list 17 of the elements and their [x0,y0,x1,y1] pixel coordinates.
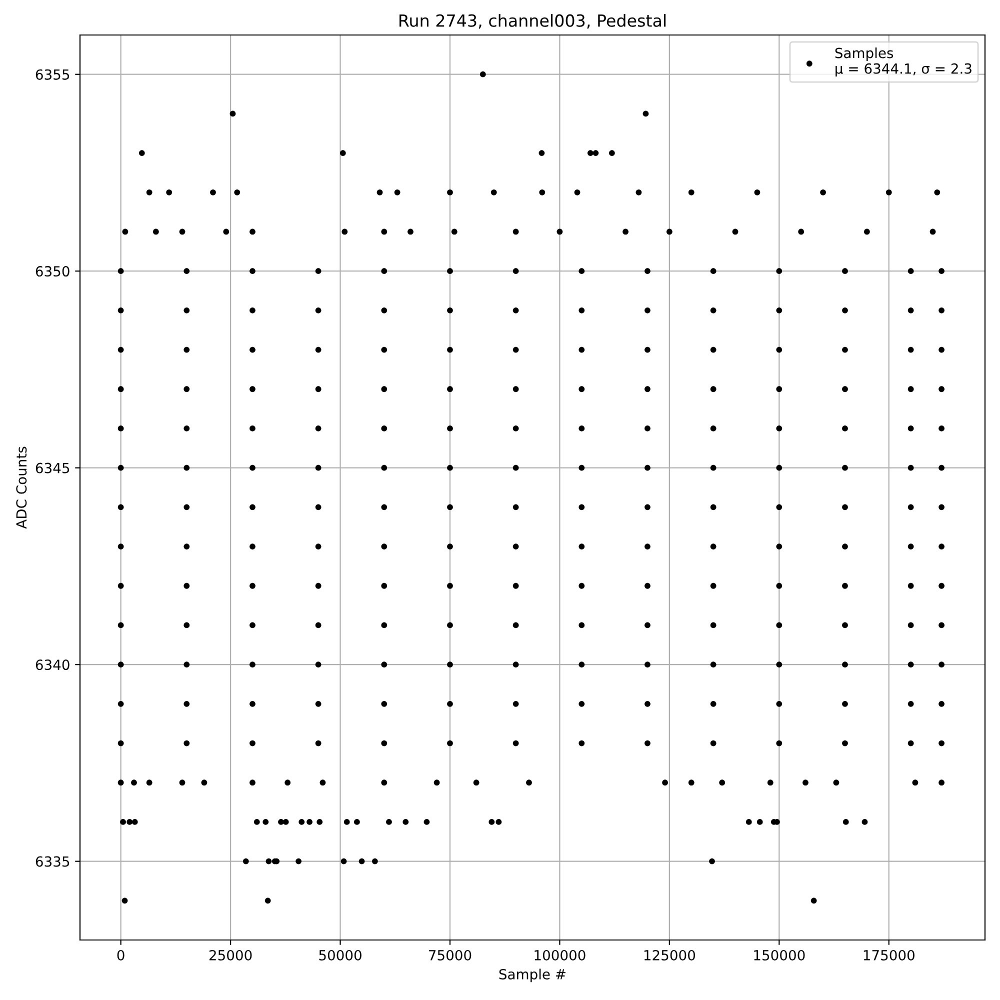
x-tick-label: 25000 [209,950,252,960]
y-tick-label: 6355 [36,69,70,80]
x-tick-label: 175000 [864,950,914,960]
x-tick-label: 0 [117,950,124,960]
y-tick-label: 6345 [36,462,70,474]
x-tick-label: 100000 [534,950,586,960]
x-tick-label: 150000 [754,950,805,960]
y-axis-title: ADC Counts [16,446,27,529]
y-tick-label: 6350 [36,266,70,277]
legend-label: Samples μ = 6344.1, σ = 2.3 [835,48,972,76]
y-tick-label: 6340 [36,660,70,670]
chart-title: Run 2743, channel003, Pedestal [400,14,666,29]
x-axis-title: Sample # [499,968,566,982]
x-tick-label: 75000 [429,950,472,960]
x-tick-label: 50000 [319,950,362,960]
y-tick-label: 6335 [36,856,70,867]
x-tick-label: 125000 [644,950,696,960]
